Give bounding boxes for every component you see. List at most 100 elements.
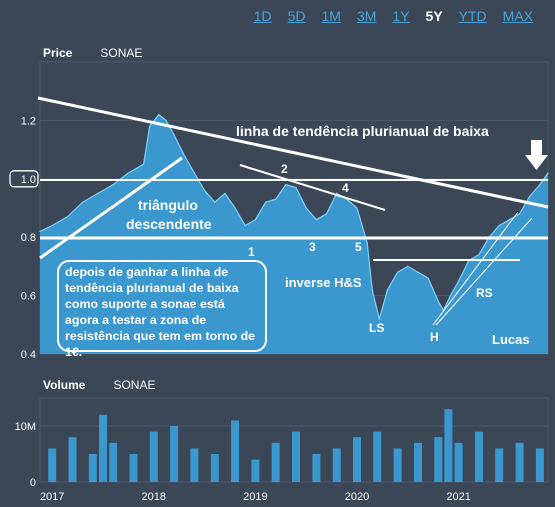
price-point: [97, 192, 99, 194]
price-point: [325, 213, 328, 215]
volume-bar: [210, 454, 219, 482]
volume-bar: [444, 409, 453, 482]
volume-title: Volume: [43, 378, 86, 392]
volume-bar: [251, 459, 260, 482]
volume-bar: [332, 448, 341, 482]
range-ytd[interactable]: YTD: [458, 8, 487, 24]
thin-trend-line: [432, 211, 519, 326]
volume-plot: 0 10M 2017 2018 2019 2020 2021: [15, 397, 549, 503]
price-point: [386, 289, 389, 291]
price-point: [539, 184, 541, 186]
volume-tick-label: 10M: [15, 421, 36, 433]
range-5y[interactable]: 5Y: [425, 8, 443, 24]
volume-bar: [495, 448, 504, 482]
author-label: Lucas: [492, 332, 530, 347]
price-point: [158, 114, 160, 116]
volume-bar: [312, 454, 321, 482]
volume-bar: [454, 442, 463, 482]
price-point: [519, 213, 521, 215]
x-tick-label: 2018: [142, 491, 166, 503]
price-point: [112, 184, 114, 186]
price-point: [356, 207, 358, 209]
num-4: 4: [342, 181, 349, 195]
volume-panel-title: Volume SONAE: [43, 378, 155, 392]
volume-bar: [88, 454, 97, 482]
price-point: [371, 289, 373, 291]
volume-bar: [414, 442, 422, 482]
volume-bar: [393, 448, 402, 482]
price-point: [82, 201, 84, 203]
price-point: [295, 187, 297, 189]
volume-bar: [68, 437, 77, 482]
range-1m[interactable]: 1M: [321, 8, 341, 24]
volume-bar: [99, 414, 107, 482]
volume-bar: [515, 442, 524, 482]
rs-label: RS: [476, 286, 493, 300]
price-point: [275, 198, 277, 200]
shoulder-line: [239, 164, 386, 211]
volume-bar: [353, 437, 361, 482]
ls-label: LS: [369, 321, 384, 335]
trendline: [37, 96, 549, 209]
price-point: [449, 295, 452, 297]
price-tick-label: 1.0: [21, 174, 36, 186]
price-tick-label: 0.6: [21, 291, 36, 303]
x-tick-label: 2019: [243, 491, 267, 503]
price-tick-label: 0.4: [21, 349, 36, 361]
range-selector: 1D 5D 1M 3M 1Y 5Y YTD MAX: [254, 8, 533, 24]
price-point: [66, 216, 68, 218]
price-point: [214, 201, 216, 203]
price-point: [224, 192, 226, 194]
price-point: [478, 254, 480, 256]
x-tick-label: 2020: [345, 491, 369, 503]
range-3m[interactable]: 3M: [356, 8, 377, 24]
price-plot: 0.4 0.6 0.8 1.0 1.2: [9, 61, 549, 361]
volume-bar: [149, 431, 158, 482]
price-point: [204, 189, 206, 192]
price-marker-box: [9, 170, 39, 188]
range-1y[interactable]: 1Y: [392, 8, 410, 24]
volume-bar: [129, 454, 138, 482]
price-symbol: SONAE: [100, 46, 143, 60]
volume-bar: [109, 442, 118, 482]
trendline-label: linha de tendência plurianual de baixa: [236, 123, 489, 139]
price-point: [458, 280, 460, 282]
price-point: [305, 207, 307, 209]
triangle-label-2: descendente: [126, 216, 212, 232]
price-point: [285, 184, 287, 186]
volume-bar: [535, 448, 544, 482]
price-point: [51, 224, 53, 227]
price-point: [149, 125, 151, 127]
price-point: [173, 134, 175, 136]
price-point: [498, 224, 500, 227]
volume-bar: [231, 420, 240, 482]
range-1d[interactable]: 1D: [253, 8, 272, 24]
price-area: [40, 114, 548, 354]
price-point: [315, 219, 317, 221]
volume-bar: [373, 431, 382, 482]
range-max[interactable]: MAX: [502, 8, 533, 24]
price-point: [407, 265, 409, 267]
triangle-line: [39, 156, 183, 260]
pattern-label: inverse H&S: [285, 275, 362, 290]
note-box: depois de ganhar a linha de tendência pl…: [57, 260, 267, 359]
price-point: [427, 277, 429, 279]
x-tick-label: 2021: [446, 491, 470, 503]
volume-bar: [190, 448, 199, 482]
price-point: [127, 172, 129, 174]
volume-bar: [170, 426, 179, 482]
price-tick-label: 1.2: [21, 115, 36, 127]
x-tick-label: 2017: [40, 491, 64, 503]
price-point: [254, 219, 256, 221]
range-5d[interactable]: 5D: [287, 8, 306, 24]
price-point: [234, 207, 236, 209]
price-point: [244, 224, 246, 227]
volume-bar: [48, 448, 57, 482]
triangle-label-1: triângulo: [138, 197, 198, 213]
num-1: 1: [248, 245, 255, 259]
price-point: [366, 242, 368, 244]
price-point: [397, 271, 399, 273]
volume-tick-label: 0: [30, 477, 36, 489]
num-2: 2: [281, 162, 288, 176]
price-point: [417, 271, 419, 273]
